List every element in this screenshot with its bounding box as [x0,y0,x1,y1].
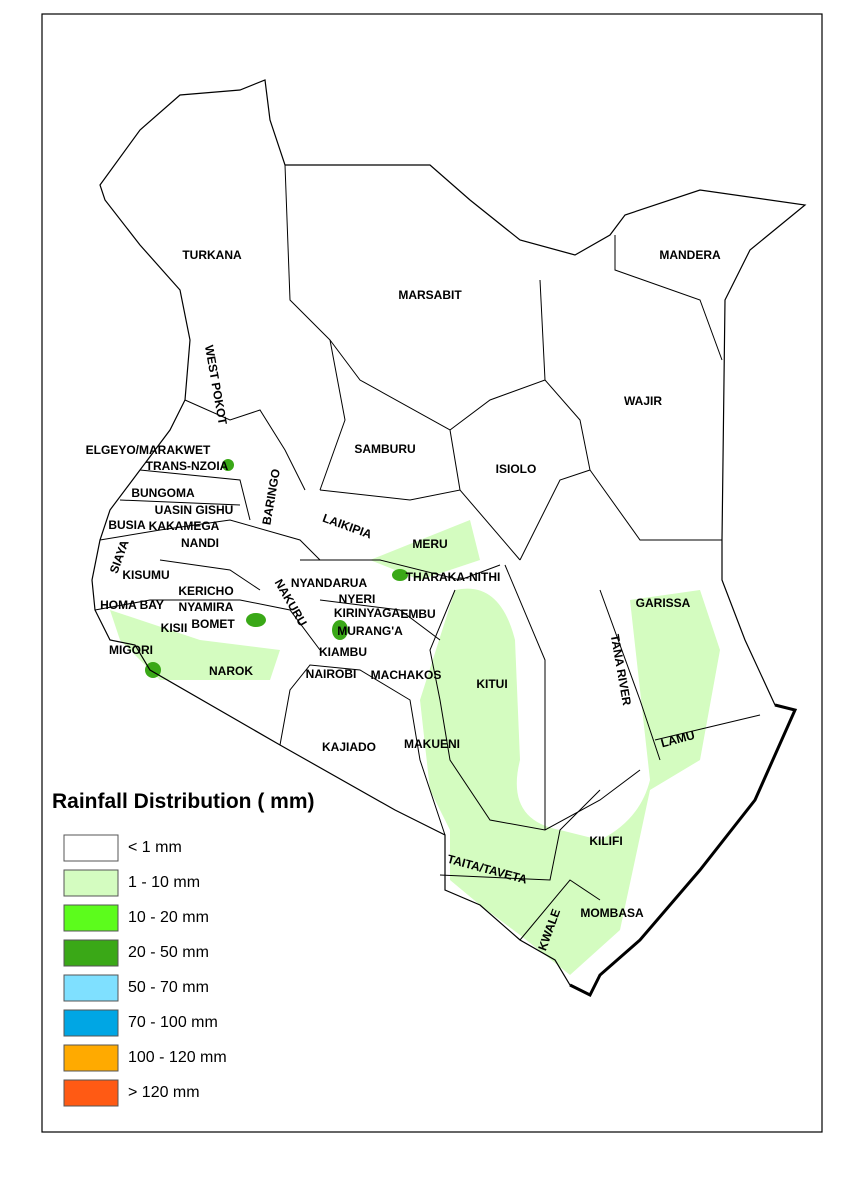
county-label: BUSIA [108,518,146,532]
legend-swatch [63,834,119,862]
county-label: GARISSA [636,596,691,610]
county-label: THARAKA-NITHI [406,570,501,584]
border [439,789,601,881]
patch [222,459,234,471]
coast [569,703,798,998]
county-label: KILIFI [589,834,622,848]
border [329,339,461,491]
county-label: TRANS-NZOIA [146,459,229,473]
legend-label: 100 - 120 mm [128,1049,227,1066]
county-label: MURANG'A [337,624,403,638]
county-label: TURKANA [182,248,242,262]
county-borders [94,164,761,941]
legend-label: 70 - 100 mm [128,1014,218,1031]
legend-swatch [63,869,119,897]
legend-label: 10 - 20 mm [128,909,209,926]
county-label: NYANDARUA [291,576,368,590]
county-label: KITUI [476,677,507,691]
legend-label: 1 - 10 mm [128,874,200,891]
border [184,399,306,491]
county-label: BOMET [191,617,235,631]
legend-label: > 120 mm [128,1084,200,1101]
county-label: UASIN GISHU [155,503,234,517]
border [654,714,761,741]
legend: < 1 mm 1 - 10 mm 10 - 20 mm 20 - 50 mm 50 - … [63,834,227,1107]
county-label: NAROK [209,664,253,678]
county-label: KAJIADO [322,740,376,754]
legend-swatch [63,1079,119,1107]
legend-swatch [63,904,119,932]
border [319,599,441,641]
county-label: NYERI [339,592,376,606]
border [94,599,321,651]
county-label: WAJIR [624,394,662,408]
county-label: MACHAKOS [371,668,442,682]
county-label: HOMA BAY [100,598,164,612]
border [599,589,661,761]
county-label: KIRINYAGA [334,606,401,620]
patch [420,588,720,975]
county-label: KISUMU [122,568,169,582]
county-label: MERU [412,537,447,551]
border [589,469,722,541]
county-label: MARSABIT [398,288,462,302]
border [119,499,241,506]
county-label: MAKUENI [404,737,460,751]
border [429,589,641,831]
county-label: MOMBASA [580,906,644,920]
county-label: NAIROBI [306,667,357,681]
border [519,279,591,561]
county-label: KIAMBU [319,645,367,659]
county-label: MANDERA [659,248,721,262]
legend-label: 20 - 50 mm [128,944,209,961]
county-label: SAMBURU [354,442,415,456]
legend-swatch [63,1044,119,1072]
patch [392,569,408,581]
legend-title: Rainfall Distribution ( mm) [52,790,315,813]
patch [370,520,480,580]
patch [246,613,266,627]
border [139,469,251,521]
legend-swatch [63,974,119,1002]
county-label: KISII [161,621,188,635]
border [279,664,446,836]
county-label: KAKAMEGA [149,519,220,533]
patch [332,620,348,640]
county-label: KERICHO [178,584,233,598]
border [504,564,546,830]
county-label: NANDI [181,536,219,550]
border [159,559,261,591]
legend-label: 50 - 70 mm [128,979,209,996]
border [449,379,546,431]
border [519,879,601,941]
border [99,519,321,561]
county-label: BUNGOMA [131,486,195,500]
legend-swatch [63,939,119,967]
legend-label: < 1 mm [128,839,182,856]
border [319,489,521,561]
county-label: MIGORI [109,643,153,657]
legend-swatch [63,1009,119,1037]
border [614,235,723,361]
county-label: NYAMIRA [179,600,234,614]
border [300,559,501,581]
county-label: EMBU [400,607,435,621]
county-label: ISIOLO [496,462,537,476]
county-label: ELGEYO/MARAKWET [86,443,211,457]
